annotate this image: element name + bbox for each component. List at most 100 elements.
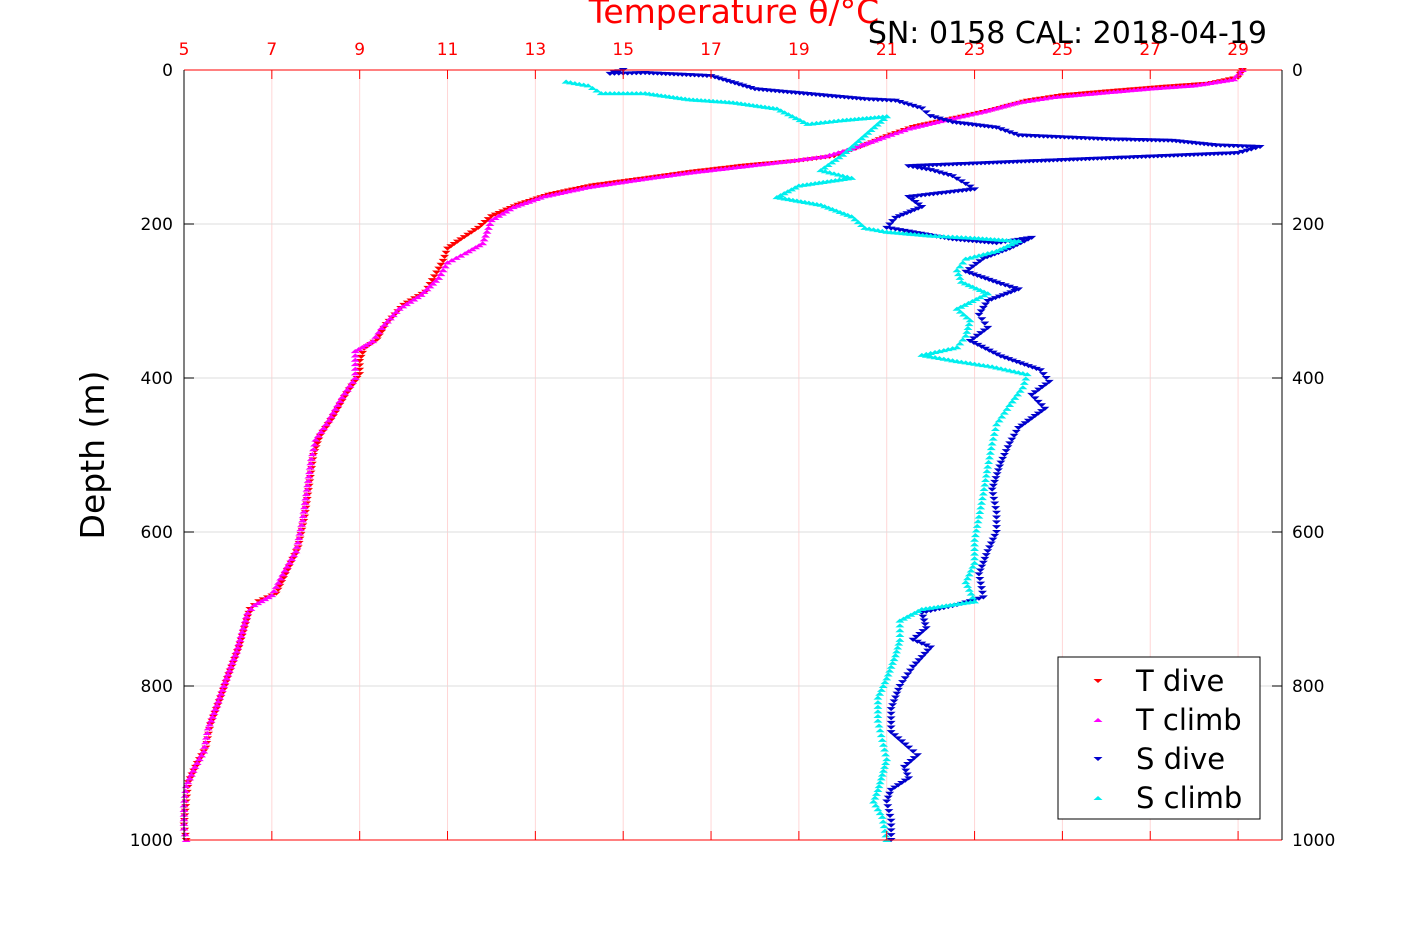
data-point bbox=[880, 680, 890, 685]
data-point bbox=[1000, 283, 1010, 288]
x-tick-label: 25 bbox=[1052, 40, 1074, 60]
data-point bbox=[892, 691, 902, 696]
data-point bbox=[877, 772, 887, 777]
data-point bbox=[449, 241, 459, 247]
data-point bbox=[1020, 421, 1030, 426]
data-point bbox=[1237, 149, 1247, 154]
data-point bbox=[374, 333, 384, 338]
data-point bbox=[1007, 399, 1017, 404]
data-point bbox=[479, 237, 489, 242]
data-point bbox=[878, 742, 888, 747]
data-point bbox=[972, 333, 982, 338]
data-point bbox=[895, 632, 905, 638]
data-point bbox=[238, 626, 248, 631]
data-point bbox=[963, 325, 973, 330]
data-point bbox=[734, 82, 744, 87]
x-tick-label: 17 bbox=[700, 40, 722, 60]
data-point bbox=[997, 414, 1007, 419]
data-point bbox=[872, 122, 882, 127]
data-point bbox=[1020, 362, 1030, 367]
data-point bbox=[917, 106, 927, 111]
data-point bbox=[1024, 364, 1034, 369]
data-point bbox=[905, 668, 915, 673]
data-point bbox=[898, 680, 908, 685]
data-point bbox=[278, 572, 288, 577]
data-point bbox=[866, 127, 876, 132]
data-point bbox=[891, 131, 901, 136]
data-point bbox=[275, 583, 285, 588]
data-point bbox=[975, 568, 985, 573]
data-point bbox=[886, 823, 896, 828]
legend: T dive T climb S dive S climb bbox=[1057, 656, 1261, 820]
data-point bbox=[409, 297, 419, 302]
data-point bbox=[917, 655, 927, 660]
data-point bbox=[871, 803, 881, 808]
data-point bbox=[983, 291, 993, 296]
data-point bbox=[311, 437, 321, 442]
data-point bbox=[968, 595, 978, 600]
data-point bbox=[996, 127, 1006, 132]
data-point bbox=[443, 260, 453, 265]
data-point bbox=[891, 98, 901, 103]
data-markers bbox=[179, 67, 1265, 843]
data-point bbox=[853, 220, 863, 225]
data-point bbox=[878, 683, 888, 689]
data-point bbox=[901, 768, 911, 773]
data-point bbox=[429, 274, 439, 279]
data-point bbox=[975, 576, 985, 581]
data-point bbox=[853, 138, 863, 143]
data-point bbox=[1003, 445, 1013, 450]
data-point bbox=[992, 422, 1002, 427]
data-point bbox=[355, 372, 365, 377]
data-point bbox=[456, 237, 466, 242]
data-point bbox=[1015, 388, 1025, 393]
data-point bbox=[886, 711, 896, 716]
data-point bbox=[955, 264, 965, 269]
legend-marker-t-dive bbox=[1093, 678, 1103, 684]
data-point bbox=[1255, 144, 1265, 150]
data-point bbox=[1235, 71, 1245, 76]
data-point bbox=[875, 728, 885, 733]
data-point bbox=[587, 85, 597, 90]
data-point bbox=[983, 298, 993, 304]
data-point bbox=[209, 710, 219, 715]
data-point bbox=[992, 125, 1002, 130]
data-point bbox=[962, 329, 972, 334]
data-point bbox=[350, 366, 360, 371]
data-point bbox=[730, 81, 740, 86]
data-point bbox=[299, 505, 309, 510]
data-point bbox=[183, 780, 193, 785]
data-point bbox=[863, 130, 873, 135]
data-point bbox=[795, 118, 805, 123]
y-tick-label-left: 1000 bbox=[130, 831, 173, 851]
data-point bbox=[965, 271, 975, 276]
data-point bbox=[882, 757, 892, 762]
data-point bbox=[974, 312, 984, 317]
data-point bbox=[1031, 366, 1041, 371]
data-point bbox=[968, 564, 978, 569]
data-point bbox=[888, 703, 898, 708]
data-point bbox=[981, 302, 991, 307]
data-point bbox=[356, 354, 366, 359]
data-point bbox=[869, 799, 879, 804]
data-point bbox=[333, 402, 343, 407]
data-point bbox=[886, 720, 896, 725]
data-point bbox=[203, 726, 213, 731]
data-point bbox=[324, 418, 334, 423]
data-point bbox=[963, 576, 973, 581]
data-point bbox=[895, 100, 905, 105]
data-point bbox=[1013, 426, 1023, 431]
data-point bbox=[452, 239, 462, 244]
data-point bbox=[885, 222, 895, 227]
data-point bbox=[1027, 392, 1037, 397]
data-point bbox=[726, 80, 736, 85]
data-point bbox=[1037, 385, 1047, 390]
data-point bbox=[878, 768, 888, 773]
data-point bbox=[833, 150, 843, 155]
data-point bbox=[1041, 382, 1051, 387]
data-point bbox=[902, 614, 912, 619]
data-point bbox=[875, 780, 885, 785]
data-point bbox=[210, 707, 220, 712]
data-point bbox=[313, 433, 323, 438]
data-point bbox=[988, 537, 998, 542]
